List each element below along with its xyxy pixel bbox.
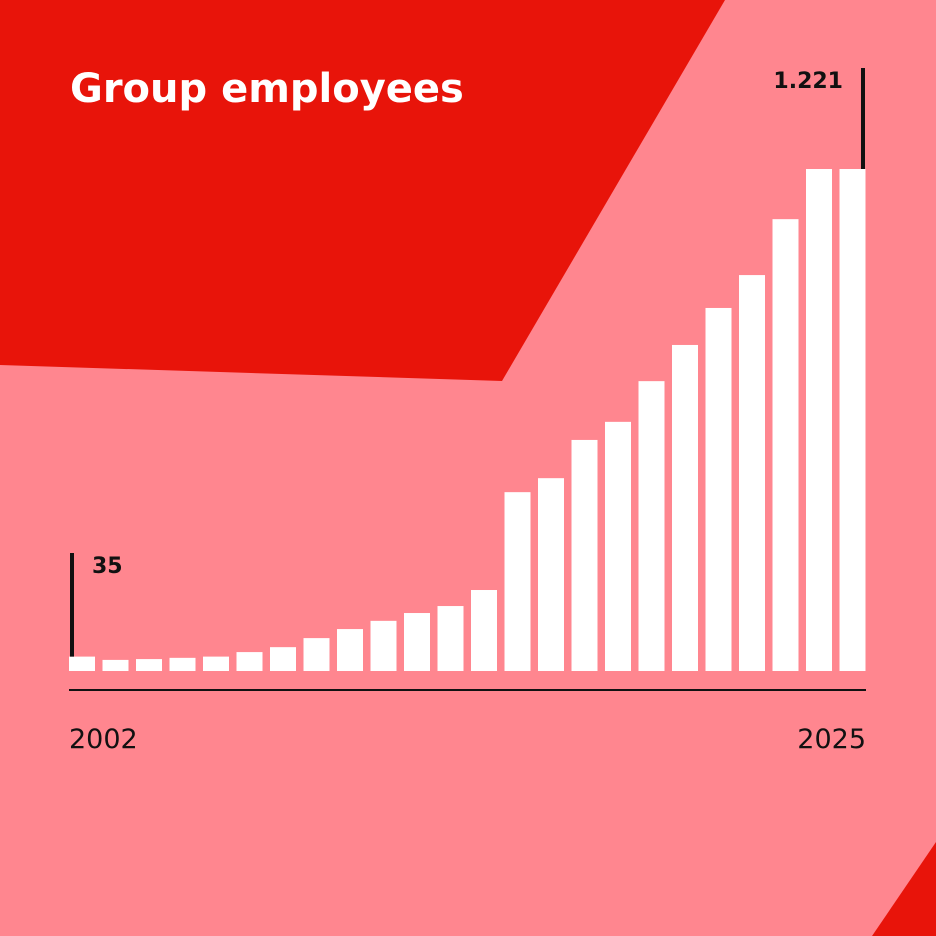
bar: [136, 659, 162, 671]
bar: [605, 421, 631, 671]
bar: [236, 652, 263, 671]
bar: [739, 275, 765, 671]
x-tick-label: 2002: [69, 724, 138, 755]
bar: [504, 492, 531, 671]
value-label: 1.221: [773, 69, 843, 94]
bar: [370, 620, 397, 671]
bar: [69, 656, 95, 671]
bar: [772, 219, 799, 672]
bar: [102, 659, 129, 671]
red-shape: [0, 0, 725, 381]
bar: [806, 169, 832, 671]
bar: [538, 478, 564, 671]
bar: [571, 439, 598, 671]
x-tick-label: 2025: [797, 724, 866, 755]
bar: [303, 638, 330, 671]
bar: [638, 381, 665, 671]
bar: [839, 169, 866, 671]
bar: [404, 613, 430, 671]
chart-title: Group employees: [70, 66, 464, 112]
bar: [672, 344, 698, 671]
bar: [169, 657, 196, 671]
bar: [203, 656, 229, 671]
bar: [705, 307, 732, 671]
bar: [270, 647, 296, 671]
bar: [337, 629, 363, 671]
red-corner: [872, 842, 936, 936]
bar: [471, 590, 497, 671]
bar: [437, 606, 464, 671]
value-label: 35: [92, 554, 123, 579]
